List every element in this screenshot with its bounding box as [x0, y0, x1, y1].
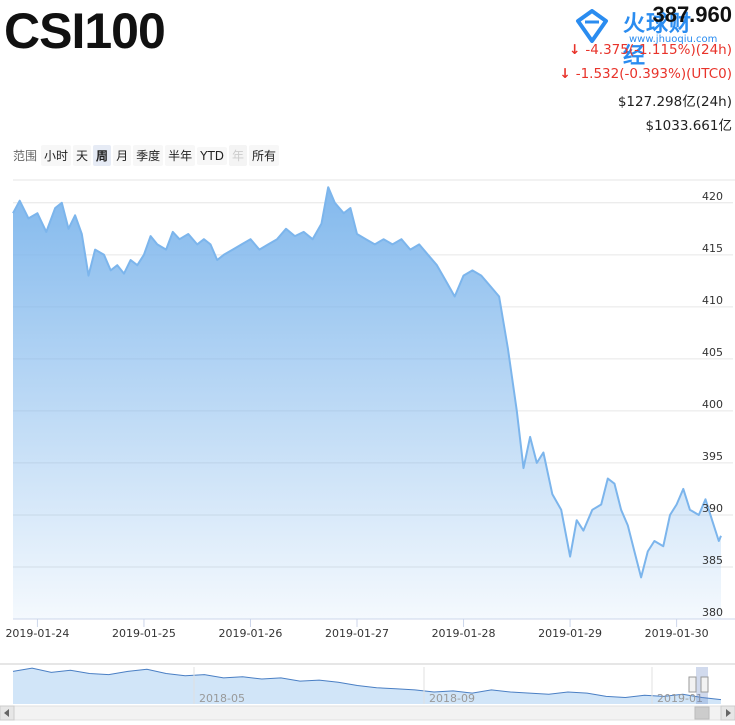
chevron-left-icon: [4, 709, 9, 717]
range-button-hour[interactable]: 小时: [41, 145, 72, 166]
x-tick-label: 2019-01-27: [325, 627, 389, 640]
change-utc-value: -1.532(-0.393%)(UTC0): [575, 66, 732, 82]
change-24h: ↓ -4.375(-1.115%)(24h): [569, 42, 732, 58]
volume-24h: $127.298亿(24h): [617, 94, 732, 110]
range-button-month[interactable]: 月: [113, 145, 132, 166]
range-button-all[interactable]: 所有: [249, 145, 280, 166]
x-tick-label: 2019-01-25: [112, 627, 176, 640]
logo-name: 火球财经: [623, 12, 693, 69]
logo-url: www.jhuoqiu.com: [629, 34, 718, 45]
x-tick-label: 2019-01-26: [219, 627, 283, 640]
change-24h-value: -4.375(-1.115%)(24h): [585, 42, 732, 58]
navigator-label: 2019-01: [657, 692, 703, 705]
range-button-year[interactable]: 年: [229, 145, 248, 166]
scrollbar-track: [0, 705, 735, 721]
y-tick-label: 420: [702, 190, 723, 203]
current-price: 387.960: [652, 2, 732, 27]
x-tick-label: 2019-01-24: [5, 627, 69, 640]
y-tick-label: 395: [702, 450, 723, 463]
watermark-logo: 火球财经 www.jhuoqiu.com: [575, 6, 717, 69]
y-tick-label: 380: [702, 606, 723, 619]
range-button-day[interactable]: 天: [73, 145, 92, 166]
range-selector: 范围 小时 天 周 月 季度 半年 YTD 年 所有: [13, 145, 281, 166]
change-utc: ↓ -1.532(-0.393%)(UTC0): [559, 66, 732, 82]
navigator-handle[interactable]: [688, 676, 697, 693]
navigator-label: 2018-09: [429, 692, 475, 705]
navigator-line: [12, 667, 722, 701]
page-title: CSI100: [4, 3, 166, 59]
range-button-ytd[interactable]: YTD: [197, 146, 228, 165]
chevron-right-icon: [726, 709, 731, 717]
range-button-half-year[interactable]: 半年: [165, 145, 196, 166]
y-tick-label: 410: [702, 294, 723, 307]
range-button-week[interactable]: 周: [93, 145, 112, 166]
series-area: [13, 187, 721, 619]
logo-icon: [576, 9, 608, 43]
y-tick-label: 400: [702, 398, 723, 411]
market-cap: $1033.661亿: [645, 118, 732, 134]
navigator-label: 2018-05: [199, 692, 245, 705]
y-tick-label: 415: [702, 242, 723, 255]
arrow-down-icon: ↓: [569, 42, 581, 58]
y-tick-label: 405: [702, 346, 723, 359]
navigator-area: [13, 668, 721, 704]
y-tick-label: 390: [702, 502, 723, 515]
range-button-quarter[interactable]: 季度: [133, 145, 164, 166]
range-label: 范围: [13, 149, 38, 163]
x-tick-label: 2019-01-30: [645, 627, 709, 640]
navigator-handle[interactable]: [700, 676, 709, 693]
arrow-down-icon: ↓: [559, 66, 571, 82]
y-tick-label: 385: [702, 554, 723, 567]
x-tick-label: 2019-01-29: [538, 627, 602, 640]
scrollbar-thumb[interactable]: [694, 706, 710, 720]
series-line: [12, 186, 722, 579]
x-tick-label: 2019-01-28: [432, 627, 496, 640]
